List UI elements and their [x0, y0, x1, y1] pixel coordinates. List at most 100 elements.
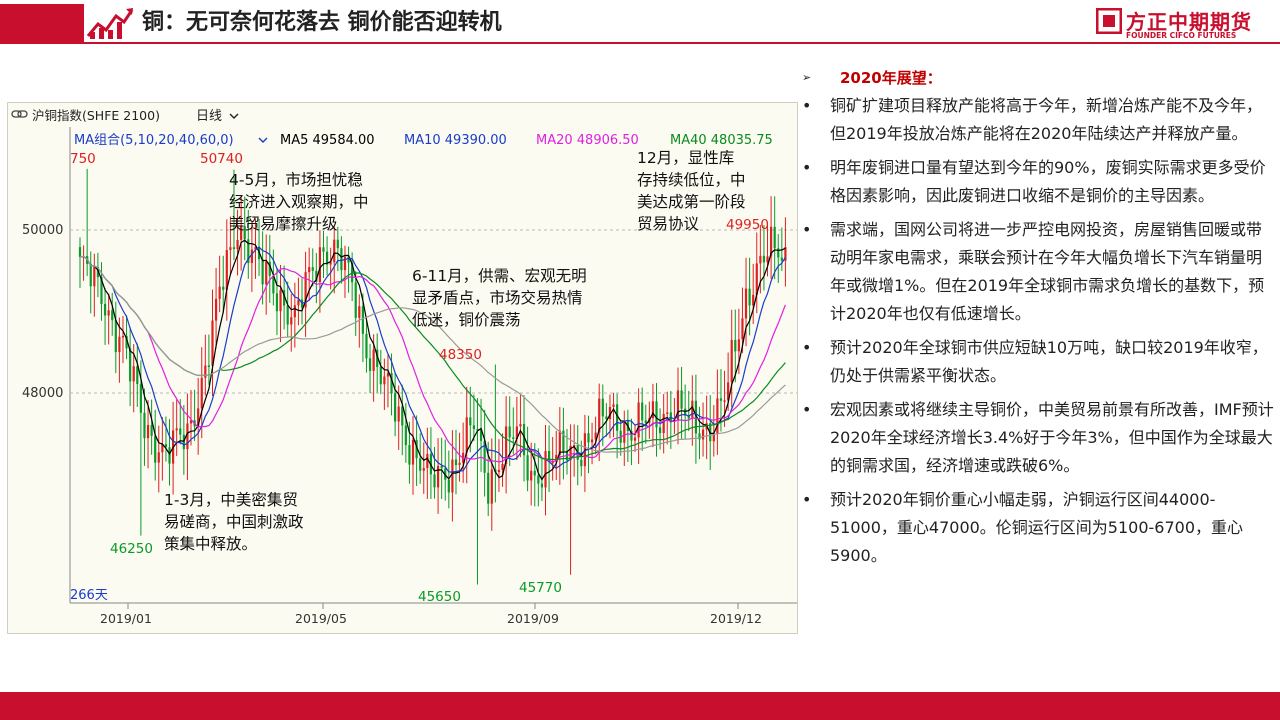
ma-group-selector[interactable]: MA组合(5,10,20,40,60,0): [74, 133, 234, 148]
candle-body: [408, 445, 411, 465]
candle-body: [293, 305, 296, 318]
candle-body: [476, 429, 479, 431]
candle-body: [562, 430, 565, 452]
candle-body: [275, 293, 279, 312]
candle-body: [519, 424, 522, 427]
candle-body: [469, 417, 472, 426]
candle-body: [290, 317, 293, 325]
candle-body: [533, 470, 536, 476]
annotation-line: 经济进入观察期，中: [229, 193, 369, 211]
candle-body: [698, 433, 701, 440]
candle-body: [361, 306, 364, 334]
candle-body: [662, 413, 665, 434]
chevron-down-icon[interactable]: [229, 113, 239, 119]
candle-body: [419, 458, 422, 471]
candle-body: [651, 401, 655, 419]
candle-body: [394, 393, 397, 422]
period-selector[interactable]: 日线: [196, 109, 222, 124]
candle-body: [154, 435, 157, 463]
candle-body: [365, 333, 368, 359]
chart-annotation: 4-5月，市场担忧稳经济进入观察期，中美贸易摩擦升级: [229, 171, 369, 233]
candle-body: [100, 277, 103, 304]
ma20-line: [79, 255, 786, 463]
price-chart-panel: 50000 48000 2019/01 2019/05 2019/09 2019/12 7…: [7, 102, 798, 634]
ma40-line: [79, 255, 786, 461]
extreme-price-label: 48350: [439, 347, 482, 363]
page-title: 铜：无可奈何花落去 铜价能否迎转机: [142, 10, 502, 35]
candle-body: [243, 226, 246, 240]
candle-body: [397, 406, 400, 422]
candle-body: [777, 248, 780, 258]
candle-body: [386, 373, 390, 377]
candle-body: [415, 439, 418, 459]
candle-body: [379, 367, 382, 385]
candle-body: [240, 226, 243, 240]
candle-body: [623, 421, 626, 443]
annotation-line: 美贸易摩擦升级: [229, 215, 338, 233]
candle-body: [773, 226, 776, 249]
extreme-price-label: 46250: [110, 541, 153, 557]
candle-body: [315, 270, 318, 283]
candle-body: [325, 251, 329, 265]
candle-body: [594, 432, 597, 440]
ma20-readout: MA20 48906.50: [536, 133, 639, 148]
candle-body: [354, 282, 357, 318]
days-count: 266天: [70, 588, 108, 603]
candle-body: [440, 465, 443, 469]
candle-body: [458, 462, 461, 466]
candle-body: [483, 440, 486, 473]
chart-annotation: 1-3月，中美密集贸易磋商，中国刺激政策集中释放。: [164, 491, 304, 553]
candle-body: [347, 256, 350, 263]
trend-chart-icon: [86, 8, 134, 39]
footer-bar: [0, 692, 1280, 720]
annotation-line: 6-11月，供需、宏观无明: [412, 267, 587, 285]
candle-body: [186, 423, 189, 450]
list-item: • 铜矿扩建项目释放产能将高于今年，新增冶炼产能不及今年，但2019年投放冶炼产能…: [800, 92, 1274, 148]
candle-body: [537, 475, 540, 484]
candle-body: [444, 468, 447, 480]
candle-body: [608, 406, 612, 420]
outlook-heading: ➢ 2020年展望：: [800, 64, 1274, 92]
candle-body: [687, 415, 690, 419]
candle-body: [211, 320, 214, 366]
candle-body: [93, 267, 96, 287]
candle-body: [103, 303, 107, 316]
candle-body: [598, 398, 601, 433]
candle-body: [737, 339, 740, 352]
candle-body: [684, 408, 687, 416]
candle-body: [161, 444, 164, 453]
candle-body: [691, 400, 694, 419]
candle-body: [515, 426, 518, 439]
candle-body: [207, 365, 211, 367]
candle-body: [329, 262, 332, 265]
candle-body: [479, 429, 483, 441]
candle-body: [232, 247, 236, 250]
outlook-panel: ➢ 2020年展望： • 铜矿扩建项目释放产能将高于今年，新增冶炼产能不及今年，但…: [800, 64, 1274, 576]
bullet-icon: •: [802, 338, 812, 357]
candle-body: [336, 239, 339, 249]
candle-body: [752, 294, 755, 306]
candle-body: [497, 469, 501, 473]
x-tick-label: 2019/09: [507, 611, 559, 626]
candle-body: [551, 461, 554, 464]
candle-body: [272, 275, 275, 294]
candle-body: [250, 249, 253, 264]
candle-body: [744, 288, 748, 319]
candle-body: [759, 255, 762, 264]
candle-body: [376, 349, 379, 368]
candle-body: [547, 451, 551, 462]
bullet-icon: •: [802, 220, 812, 239]
candle-body: [111, 310, 114, 321]
bullet-icon: •: [802, 96, 812, 115]
candle-body: [701, 429, 705, 440]
ma40-readout: MA40 48035.75: [670, 133, 773, 148]
candlestick-chart: 50000 48000 2019/01 2019/05 2019/09 2019/12 7…: [8, 103, 797, 626]
list-item: • 预计2020年全球铜市供应短缺10万吨，缺口较2019年收窄，仍处于供需紧平衡…: [800, 334, 1274, 390]
candle-body: [200, 377, 203, 409]
chevron-down-icon[interactable]: [258, 137, 268, 143]
candle-body: [447, 479, 450, 493]
candle-body: [641, 402, 644, 421]
x-tick-label: 2019/01: [100, 611, 152, 626]
candle-body: [716, 398, 719, 434]
outlook-heading-text: 2020年展望：: [840, 69, 942, 87]
